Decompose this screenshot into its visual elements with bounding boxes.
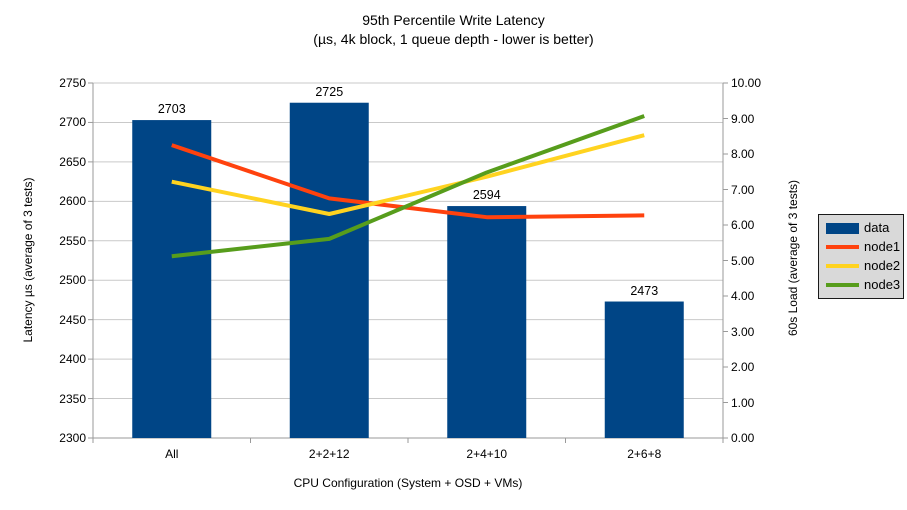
bar-data [289,102,369,438]
left-axis-tick-label: 2500 [59,273,86,288]
right-axis-tick-label: 6.00 [731,218,755,232]
legend-entry-data: data [826,220,896,235]
legend-label-node2: node2 [864,258,901,273]
x-category-label: 2+2+12 [308,447,350,461]
legend-swatch-node1 [826,245,859,249]
left-axis-title: Latency µs (average of 3 tests) [21,177,35,343]
right-axis-tick-label: 2.00 [731,360,755,374]
right-axis-tick-label: 3.00 [731,324,755,339]
right-axis-tick-label: 9.00 [731,111,755,126]
bar-data [132,120,212,439]
legend-entry-node1: node1 [826,240,900,253]
line-node3 [171,114,645,259]
left-axis-tick-label: 2700 [59,115,86,130]
legend-label-data: data [864,220,890,235]
right-axis-tick-label: 10.00 [731,76,762,90]
bar-data-label: 2594 [472,188,501,203]
chart-title: 95th Percentile Write Latency [362,12,545,28]
legend-entry-node3: node3 [826,278,900,291]
legend-label-node3: node3 [864,277,901,292]
chart-subtitle: (µs, 4k block, 1 queue depth - lower is … [313,31,594,47]
x-category-label: 2+6+8 [627,447,662,461]
right-axis-tick-label: 4.00 [731,289,755,303]
bar-data-label: 2703 [157,102,186,117]
right-axis-tick-label: 1.00 [731,395,755,410]
right-axis-title: 60s Load (average of 3 tests) [786,179,800,337]
legend-swatch-node3 [826,283,859,287]
right-axis-tick-label: 8.00 [731,147,755,161]
left-axis-tick-label: 2300 [59,431,86,445]
left-axis-tick-label: 2550 [59,233,86,248]
left-axis-tick-label: 2750 [59,76,86,90]
bar-data-label: 2725 [315,84,344,99]
legend: data node1 node2 node3 [818,214,904,299]
left-axis-tick-label: 2350 [59,391,86,406]
left-axis-tick-label: 2600 [59,194,86,209]
bar-data [604,301,684,438]
x-category-label: All [165,447,179,461]
right-axis-tick-label: 5.00 [731,253,755,268]
legend-swatch-node2 [826,264,859,268]
bar-data-label: 2473 [630,283,659,298]
line-node2 [171,133,645,216]
right-axis-tick-label: 0.00 [731,431,755,445]
left-axis-tick-label: 2400 [59,352,86,367]
legend-label-node1: node1 [864,239,901,254]
legend-swatch-data [826,222,859,234]
right-axis-tick-label: 7.00 [731,182,755,197]
bar-data [447,206,527,438]
x-category-label: 2+4+10 [466,447,508,461]
legend-entry-node2: node2 [826,259,900,272]
x-axis-title: CPU Configuration (System + OSD + VMs) [293,476,523,490]
left-axis-tick-label: 2650 [59,154,86,169]
left-axis-tick-label: 2450 [59,312,86,327]
